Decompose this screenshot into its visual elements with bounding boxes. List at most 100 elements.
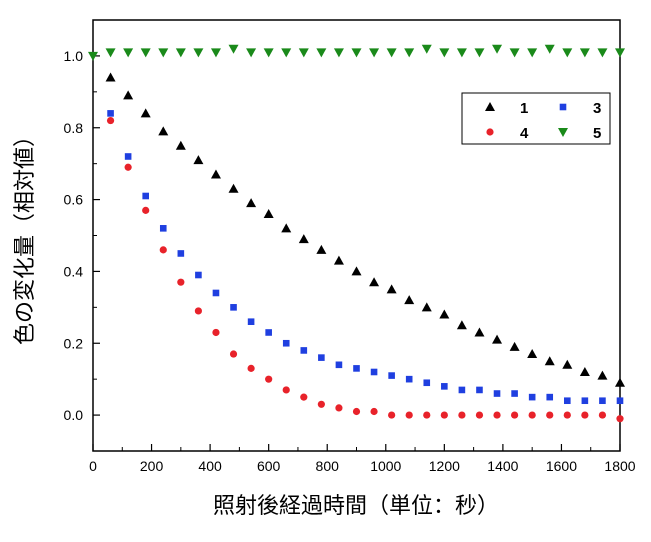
data-point bbox=[476, 386, 483, 394]
data-point bbox=[194, 307, 202, 315]
data-point bbox=[527, 48, 538, 58]
data-point bbox=[159, 225, 167, 232]
data-point bbox=[228, 44, 239, 54]
data-point bbox=[544, 44, 555, 54]
data-point bbox=[124, 163, 132, 171]
data-point bbox=[598, 411, 607, 419]
plot-area bbox=[92, 19, 621, 452]
data-point bbox=[597, 370, 608, 380]
data-point bbox=[158, 126, 169, 136]
data-point bbox=[228, 183, 239, 193]
x-axis-title: 照射後経過時間（単位：秒） bbox=[213, 494, 499, 519]
legend-marker bbox=[485, 102, 495, 111]
axis-tick-labels: 0 200 400 600 800 1000 1200 1400 1600 1800 0.0 0.2 0… bbox=[64, 48, 636, 474]
data-point bbox=[177, 278, 185, 286]
data-point bbox=[195, 271, 202, 279]
data-point bbox=[263, 48, 274, 58]
data-point bbox=[405, 375, 413, 383]
data-point bbox=[316, 244, 327, 254]
y-tick-label: 0.4 bbox=[64, 263, 84, 279]
data-point bbox=[158, 48, 169, 58]
data-point bbox=[212, 289, 220, 297]
data-point bbox=[474, 327, 485, 337]
series-1 bbox=[105, 72, 625, 387]
data-point bbox=[370, 368, 378, 376]
data-point bbox=[528, 411, 536, 419]
data-point bbox=[177, 250, 185, 257]
data-point bbox=[335, 404, 343, 412]
data-point bbox=[562, 359, 573, 369]
series-3 bbox=[107, 110, 624, 405]
y-tick-label: 0.0 bbox=[64, 407, 84, 423]
data-point bbox=[404, 295, 415, 305]
data-point bbox=[492, 44, 503, 54]
data-point bbox=[509, 341, 520, 351]
data-point bbox=[282, 339, 290, 347]
data-point bbox=[318, 354, 325, 361]
x-tick-label: 200 bbox=[140, 458, 164, 474]
data-point bbox=[210, 169, 221, 179]
data-point bbox=[474, 48, 485, 58]
data-point bbox=[230, 304, 237, 311]
data-point bbox=[333, 48, 344, 58]
data-point bbox=[140, 108, 151, 118]
data-point bbox=[421, 44, 432, 54]
data-point bbox=[423, 411, 431, 419]
data-point bbox=[493, 390, 501, 397]
data-point bbox=[352, 407, 361, 416]
data-point bbox=[458, 411, 466, 419]
data-point bbox=[88, 51, 98, 61]
x-tick-label: 1400 bbox=[487, 458, 518, 474]
legend-label: 1 bbox=[520, 100, 528, 117]
x-tick-label: 1800 bbox=[604, 458, 635, 474]
data-point bbox=[282, 386, 290, 394]
data-point bbox=[475, 411, 484, 419]
data-point bbox=[370, 407, 378, 416]
data-point bbox=[546, 411, 554, 419]
data-point bbox=[492, 334, 503, 344]
legend-marker bbox=[486, 128, 494, 136]
data-point bbox=[493, 411, 501, 419]
data-point bbox=[105, 72, 116, 82]
data-point bbox=[140, 48, 151, 58]
legend-box bbox=[461, 92, 611, 145]
legend-label: 4 bbox=[520, 125, 529, 142]
x-tick-label: 600 bbox=[257, 458, 281, 474]
data-point bbox=[369, 48, 380, 58]
data-point bbox=[124, 153, 132, 160]
data-point bbox=[281, 223, 292, 233]
data-point bbox=[579, 366, 590, 376]
data-point bbox=[615, 377, 625, 387]
data-point bbox=[511, 390, 518, 397]
data-point bbox=[298, 48, 309, 58]
data-point bbox=[263, 208, 274, 218]
data-point bbox=[527, 349, 538, 359]
data-point bbox=[298, 234, 309, 244]
data-point bbox=[106, 116, 115, 125]
x-tick-label: 800 bbox=[316, 458, 340, 474]
legend-label: 5 bbox=[593, 125, 601, 142]
data-point bbox=[456, 320, 467, 330]
data-point bbox=[616, 415, 624, 423]
data-point bbox=[544, 356, 555, 366]
y-tick-label: 0.2 bbox=[64, 335, 84, 351]
x-tick-label: 0 bbox=[89, 458, 97, 474]
data-point bbox=[510, 411, 519, 419]
data-point bbox=[265, 329, 272, 336]
data-point bbox=[581, 411, 589, 419]
data-point bbox=[351, 48, 362, 58]
data-point bbox=[509, 48, 520, 58]
x-tick-label: 400 bbox=[198, 458, 222, 474]
data-point bbox=[458, 386, 466, 394]
data-point bbox=[335, 361, 343, 369]
y-axis-title: 色の変化量（相対値） bbox=[13, 125, 38, 345]
data-point bbox=[388, 411, 396, 419]
data-point bbox=[123, 90, 134, 100]
data-point bbox=[175, 48, 186, 58]
data-point bbox=[563, 411, 571, 419]
series-5 bbox=[88, 44, 625, 61]
data-point bbox=[229, 350, 238, 358]
data-point bbox=[421, 302, 432, 312]
data-point bbox=[599, 397, 606, 405]
